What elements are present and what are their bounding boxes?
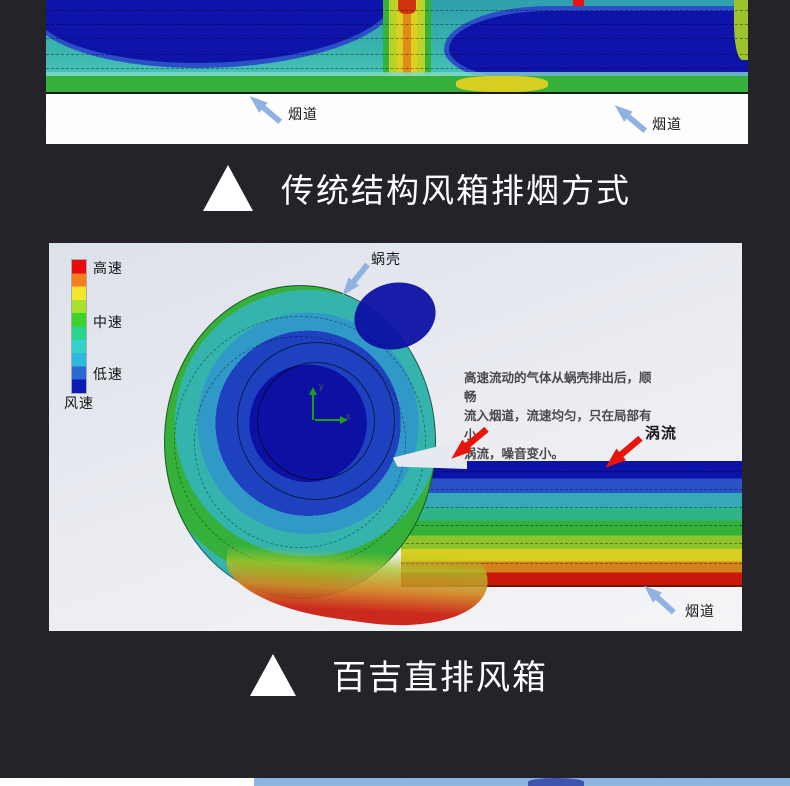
- caption-baiji: 百吉直排风箱: [250, 650, 548, 699]
- axis-y-label: y: [319, 381, 324, 391]
- flow-vector-row: [46, 68, 748, 69]
- triangle-icon: [250, 653, 296, 696]
- traditional-annotation-strip: [46, 94, 748, 144]
- legend-title: 风速: [64, 395, 94, 411]
- cfd-contour-line: [46, 72, 748, 76]
- cfd-jet-core: [398, 0, 416, 14]
- caption-traditional: 传统结构风箱排烟方式: [203, 164, 631, 212]
- cfd-right-edge-band: [734, 0, 748, 60]
- flow-vector-row: [401, 471, 742, 472]
- triangle-icon: [203, 165, 253, 211]
- flow-vector-row: [46, 38, 748, 39]
- axis-x-line: [315, 419, 341, 421]
- flow-vector-row: [401, 507, 742, 508]
- flow-vector-row: [401, 543, 742, 544]
- volute-label: 蜗壳: [371, 251, 401, 267]
- traditional-simulation-panel: 烟道 烟道: [46, 0, 748, 144]
- flow-vector-row: [46, 24, 748, 25]
- caption-baiji-text: 百吉直排风箱: [332, 659, 548, 697]
- flow-vector-row: [401, 525, 742, 526]
- axis-x-arrowhead: [340, 416, 348, 424]
- legend-label-mid: 中速: [93, 314, 123, 330]
- duct-label: 烟道: [685, 603, 715, 619]
- next-section-blue-shape: [528, 778, 584, 786]
- cfd-floor-band: [46, 76, 748, 92]
- flow-vector-row: [46, 10, 748, 11]
- flue-label-left: 烟道: [288, 106, 318, 122]
- legend-label-high: 高速: [93, 260, 123, 276]
- cfd-floor-hotspot: [456, 76, 548, 92]
- axis-y-line: [312, 394, 314, 420]
- flue-label-right: 烟道: [652, 116, 682, 132]
- traditional-cfd-image: [46, 0, 748, 94]
- flow-vector-row: [46, 54, 748, 55]
- baiji-simulation-panel: 高速 中速 低速 风速 y x 蜗壳 高速流动的气体从蜗壳排: [49, 243, 742, 631]
- cfd-low-speed-lobe-left: [46, 0, 400, 68]
- red-arrow-remnant: [573, 0, 584, 6]
- next-section-preview: [0, 778, 790, 786]
- flow-vector-row: [401, 563, 742, 564]
- note-text: 高速流动的气体从蜗壳排出后，顺畅 流入烟道，流速均匀，只在局部有小 涡流，噪音变…: [464, 371, 652, 461]
- vortex-label: 涡流: [645, 425, 678, 442]
- flow-vector-row: [401, 489, 742, 490]
- axis-y-arrowhead: [309, 387, 317, 395]
- axis-x-label: x: [346, 411, 351, 421]
- caption-traditional-text: 传统结构风箱排烟方式: [281, 172, 631, 209]
- next-section-white-area: [0, 778, 254, 786]
- velocity-legend-bar: [71, 259, 87, 394]
- legend-label-low: 低速: [93, 366, 123, 382]
